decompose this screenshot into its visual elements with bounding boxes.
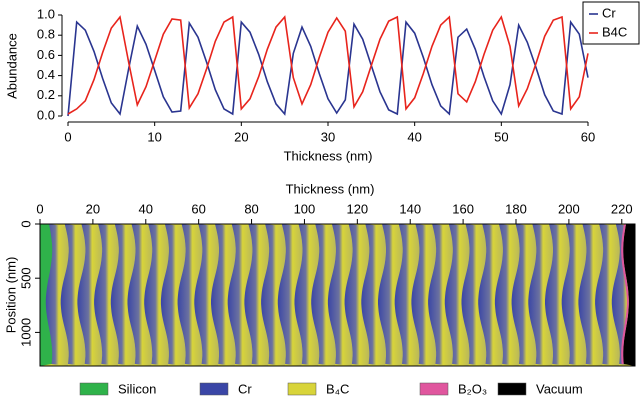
layer-stripe xyxy=(144,224,169,366)
legend-label: Vacuum xyxy=(536,381,583,396)
x-tick-label: 100 xyxy=(294,201,316,216)
layer-stripe xyxy=(127,224,153,366)
layer-stripe xyxy=(528,224,553,366)
layer-stripe xyxy=(545,224,570,366)
y-tick-label: 0.0 xyxy=(37,107,55,122)
layer-stripe xyxy=(227,224,253,366)
y-tick-label: 0.2 xyxy=(37,87,55,102)
y-tick-label: 0 xyxy=(18,220,33,227)
x-tick-label: 10 xyxy=(147,129,161,144)
legend-label: Cr xyxy=(238,381,252,396)
layer-stripe xyxy=(478,224,503,366)
layer-stripe xyxy=(327,224,353,366)
layer-stripe xyxy=(244,224,270,366)
y-tick-label: 0.6 xyxy=(37,47,55,62)
y-tick-label: 1.0 xyxy=(37,6,55,21)
map-image xyxy=(40,224,635,366)
x-tick-label: 200 xyxy=(558,201,580,216)
x-tick-label: 120 xyxy=(346,201,368,216)
layer-stripe xyxy=(394,224,420,366)
layer-stripe xyxy=(261,224,286,366)
layer-stripe xyxy=(461,224,487,366)
layer-stripe xyxy=(578,224,604,366)
y-tick-label: 1000 xyxy=(18,318,33,347)
y-tick-label: 500 xyxy=(18,267,33,289)
layer-stripe xyxy=(428,224,453,366)
layer-stripe xyxy=(77,224,103,366)
legend-swatch xyxy=(497,382,527,396)
layer-stripe xyxy=(494,224,520,366)
layer-stripe xyxy=(444,224,470,366)
layer-stripe xyxy=(561,224,587,366)
x-tick-label: 0 xyxy=(36,201,43,216)
data-line xyxy=(67,19,589,117)
x-tick-label: 80 xyxy=(244,201,258,216)
x-tick-label: 140 xyxy=(399,201,421,216)
layer-stripe xyxy=(511,224,537,366)
layer-stripe xyxy=(211,224,236,366)
layer-stripe xyxy=(595,224,620,366)
substrate xyxy=(40,224,53,366)
plot-frame xyxy=(39,223,636,367)
layer-stripe xyxy=(344,224,370,366)
x-tick-label: 180 xyxy=(505,201,527,216)
x-tick-label: 60 xyxy=(581,129,595,144)
layer-stripe xyxy=(294,224,320,366)
legend-label: Cr xyxy=(602,5,616,20)
y-axis-title: Abundance xyxy=(4,33,19,99)
layer-stripe xyxy=(160,224,186,366)
data-line xyxy=(67,15,589,115)
legend-label: B₄C xyxy=(326,381,349,396)
x-axis-title: Thickness (nm) xyxy=(286,181,375,196)
x-tick-label: 40 xyxy=(139,201,153,216)
y-tick-label: 0.8 xyxy=(37,27,55,42)
layer-stripe xyxy=(311,224,336,366)
legend-swatch xyxy=(419,382,449,396)
layer-stripe xyxy=(378,224,403,366)
x-axis-title: Thickness (nm) xyxy=(284,148,373,163)
layer-stripe xyxy=(277,224,303,366)
x-tick-label: 0 xyxy=(64,129,71,144)
y-tick-label: 0.4 xyxy=(37,67,55,82)
layer-stripe xyxy=(44,224,69,366)
vacuum xyxy=(623,224,635,366)
x-tick-label: 160 xyxy=(452,201,474,216)
x-tick-label: 40 xyxy=(407,129,421,144)
oxide-layer xyxy=(621,224,629,365)
legend-swatch xyxy=(287,382,317,396)
layer-stripe xyxy=(110,224,136,366)
y-axis-title: Position (nm) xyxy=(3,257,18,334)
legend-swatch xyxy=(199,382,229,396)
x-tick-label: 20 xyxy=(86,201,100,216)
legend-label: B4C xyxy=(602,24,627,39)
layer-stripe xyxy=(94,224,119,366)
legend-box xyxy=(582,1,640,45)
legend-swatch xyxy=(79,382,109,396)
layer-stripe xyxy=(177,224,203,366)
x-tick-label: 30 xyxy=(321,129,335,144)
x-tick-label: 60 xyxy=(191,201,205,216)
layer-stripe xyxy=(60,224,86,366)
legend-label: Silicon xyxy=(118,381,156,396)
legend-label: B₂O₃ xyxy=(458,381,487,396)
x-tick-label: 20 xyxy=(234,129,248,144)
x-tick-label: 220 xyxy=(611,201,633,216)
layer-stripe xyxy=(361,224,386,366)
x-tick-label: 50 xyxy=(494,129,508,144)
layer-stripe xyxy=(411,224,437,366)
layer-stripe xyxy=(194,224,219,366)
